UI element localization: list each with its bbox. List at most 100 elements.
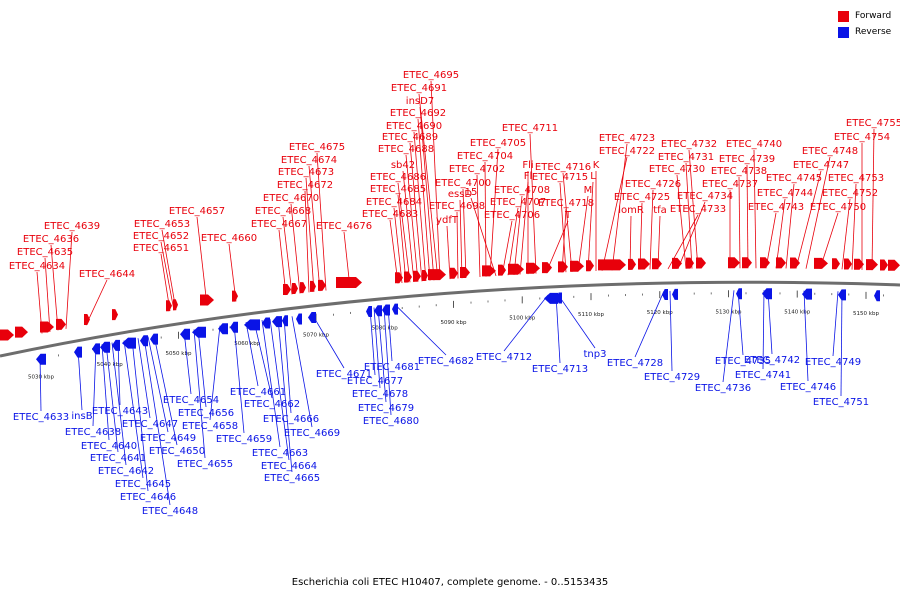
- forward-gene-label: ETEC_4750: [810, 202, 866, 213]
- forward-gene-arrow: [542, 262, 552, 274]
- reverse-gene-label: ETEC_4643: [92, 406, 148, 417]
- scale-minor-tick: [418, 305, 420, 308]
- scale-tick-label: 5150 kbp: [853, 311, 879, 317]
- scale-minor-tick: [504, 299, 506, 302]
- forward-gene-label: ETEC_4695: [403, 70, 459, 81]
- scale-minor-tick: [435, 304, 437, 307]
- forward-gene-label: K: [593, 160, 600, 171]
- reverse-gene-arrow: [392, 303, 398, 315]
- reverse-leader-line: [253, 320, 273, 399]
- forward-gene-arrow: [652, 258, 662, 270]
- reverse-leader-line: [311, 313, 345, 369]
- reverse-gene-label: ETEC_4669: [284, 428, 340, 439]
- reverse-gene-label: ETEC_4645: [115, 479, 171, 490]
- reverse-leader-line: [373, 307, 381, 389]
- forward-gene-label: ETEC_4731: [658, 152, 714, 163]
- forward-gene-label: ETEC_4675: [289, 142, 345, 153]
- forward-leader-line: [765, 212, 777, 269]
- reverse-gene-label: ETEC_4640: [81, 441, 137, 452]
- forward-leader-line: [393, 207, 403, 284]
- forward-gene-label: ETEC_4683: [362, 209, 418, 220]
- forward-leader-line: [161, 229, 177, 311]
- reverse-gene-label: ETEC_4665: [264, 473, 320, 484]
- forward-gene-label: ETEC_4743: [748, 202, 804, 213]
- reverse-leader-line: [803, 290, 809, 382]
- reverse-leader-line: [832, 291, 839, 357]
- reverse-leader-line: [143, 337, 171, 506]
- forward-gene-label: ETEC_4737: [702, 179, 758, 190]
- scale-minor-tick: [350, 311, 351, 314]
- reverse-gene-arrow: [802, 288, 812, 300]
- reverse-gene-label: ETEC_4647: [122, 419, 178, 430]
- forward-leader-line: [419, 106, 435, 281]
- forward-gene-arrow: [15, 326, 28, 338]
- forward-gene-label: ETEC_4708: [494, 185, 550, 196]
- reverse-gene-arrow: [272, 316, 282, 328]
- reverse-gene-label: ETEC_4712: [476, 352, 532, 363]
- forward-gene-label: Fli: [522, 160, 533, 171]
- forward-gene-arrow: [200, 294, 214, 306]
- forward-gene-label: ETEC_4635: [17, 247, 73, 258]
- forward-gene-arrow: [790, 257, 800, 269]
- reverse-leader-line: [233, 323, 245, 434]
- scale-minor-tick: [573, 295, 575, 298]
- reverse-gene-arrow: [556, 292, 562, 304]
- forward-leader-line: [785, 183, 795, 269]
- reverse-gene-label: ETEC_4678: [352, 389, 408, 400]
- reverse-leader-line: [369, 307, 376, 376]
- forward-gene-label: ETEC_4670: [263, 193, 319, 204]
- reverse-gene-arrow: [308, 312, 316, 324]
- forward-leader-line: [305, 177, 315, 292]
- forward-gene-label: M: [584, 185, 593, 196]
- forward-leader-line: [405, 154, 419, 282]
- reverse-leader-line: [245, 322, 259, 387]
- scale-tick-label: 5050 kbp: [166, 351, 192, 357]
- reverse-gene-label: ETEC_4713: [532, 364, 588, 375]
- reverse-leader-line: [193, 329, 206, 459]
- forward-gene-label: ETEC_4711: [502, 123, 558, 134]
- forward-gene-arrow: [336, 277, 362, 289]
- forward-gene-label: ETEC_4718: [538, 198, 594, 209]
- forward-leader-line: [430, 80, 441, 280]
- reverse-leader-line: [77, 348, 83, 411]
- forward-gene-label: ETEC_4686: [370, 172, 426, 183]
- reverse-gene-label: ETEC_4746: [780, 382, 836, 393]
- reverse-gene-label: ETEC_4650: [149, 446, 205, 457]
- forward-leader-line: [462, 188, 467, 278]
- reverse-leader-line: [383, 306, 392, 416]
- reverse-gene-arrow: [112, 339, 120, 351]
- forward-gene-arrow: [84, 314, 90, 326]
- forward-gene-label: ydfT: [436, 215, 459, 226]
- reverse-leader-line: [277, 318, 293, 473]
- reverse-leader-line: [147, 336, 169, 433]
- forward-gene-arrow: [56, 318, 66, 330]
- forward-gene-arrow: [0, 329, 14, 341]
- reverse-gene-label: ETEC_4671: [316, 369, 372, 380]
- reverse-gene-label: ETEC_4661: [230, 387, 286, 398]
- reverse-gene-label: ETEC_4679: [358, 403, 414, 414]
- forward-gene-label: ETEC_4684: [366, 197, 422, 208]
- reverse-leader-line: [395, 305, 447, 356]
- forward-gene-arrow: [672, 257, 682, 269]
- reverse-gene-label: ETEC_4663: [252, 448, 308, 459]
- reverse-gene-label: ETEC_4662: [244, 399, 300, 410]
- forward-gene-arrow: [776, 257, 786, 269]
- forward-gene-label: ETEC_4745: [766, 173, 822, 184]
- forward-gene-label: ETEC_4706: [484, 210, 540, 221]
- reverse-gene-label: ETEC_4682: [418, 356, 474, 367]
- scale-minor-tick: [229, 326, 231, 329]
- reverse-leader-line: [737, 290, 744, 356]
- forward-leader-line: [65, 231, 73, 329]
- forward-gene-arrow: [880, 259, 888, 271]
- forward-gene-arrow: [844, 258, 852, 270]
- gene-labels: ETEC_4634 ETEC_4635 ETEC_4636 ETEC_4639 ETEC…: [9, 70, 900, 517]
- forward-gene-label: ETEC_4715: [532, 172, 588, 183]
- forward-leader-line: [308, 165, 321, 292]
- forward-gene-label: ETEC_4676: [316, 221, 372, 232]
- forward-gene-arrow: [628, 258, 636, 270]
- forward-leader-line: [290, 203, 301, 294]
- forward-gene-label: ETEC_4722: [599, 146, 655, 157]
- forward-leader-line: [677, 201, 706, 269]
- forward-leader-line: [418, 93, 439, 281]
- forward-gene-label: T: [564, 210, 572, 221]
